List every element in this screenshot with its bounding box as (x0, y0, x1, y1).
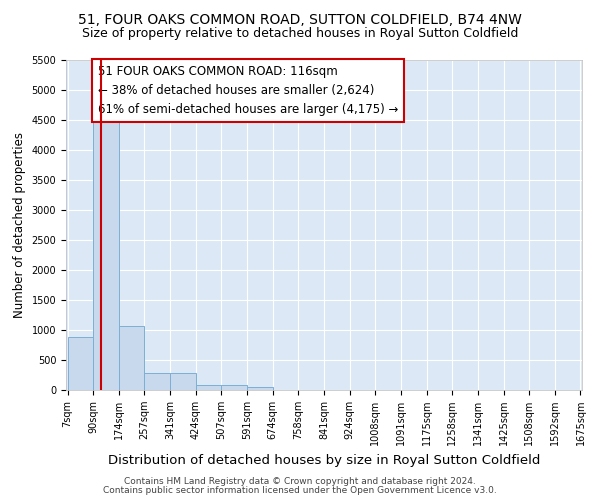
Bar (170, 372, 196, 390)
Bar (247, 386, 272, 390)
Bar (145, 372, 170, 390)
Bar (119, 326, 145, 390)
Text: 51, FOUR OAKS COMMON ROAD, SUTTON COLDFIELD, B74 4NW: 51, FOUR OAKS COMMON ROAD, SUTTON COLDFI… (78, 12, 522, 26)
Bar (196, 384, 221, 390)
Text: Contains public sector information licensed under the Open Government Licence v3: Contains public sector information licen… (103, 486, 497, 495)
Text: Contains HM Land Registry data © Crown copyright and database right 2024.: Contains HM Land Registry data © Crown c… (124, 477, 476, 486)
Bar (68, 337, 93, 390)
Bar (221, 385, 247, 390)
X-axis label: Distribution of detached houses by size in Royal Sutton Coldfield: Distribution of detached houses by size … (108, 454, 540, 466)
Y-axis label: Number of detached properties: Number of detached properties (13, 132, 26, 318)
Text: 51 FOUR OAKS COMMON ROAD: 116sqm
← 38% of detached houses are smaller (2,624)
61: 51 FOUR OAKS COMMON ROAD: 116sqm ← 38% o… (98, 65, 398, 116)
Text: Size of property relative to detached houses in Royal Sutton Coldfield: Size of property relative to detached ho… (82, 28, 518, 40)
Bar (93, 116, 119, 390)
